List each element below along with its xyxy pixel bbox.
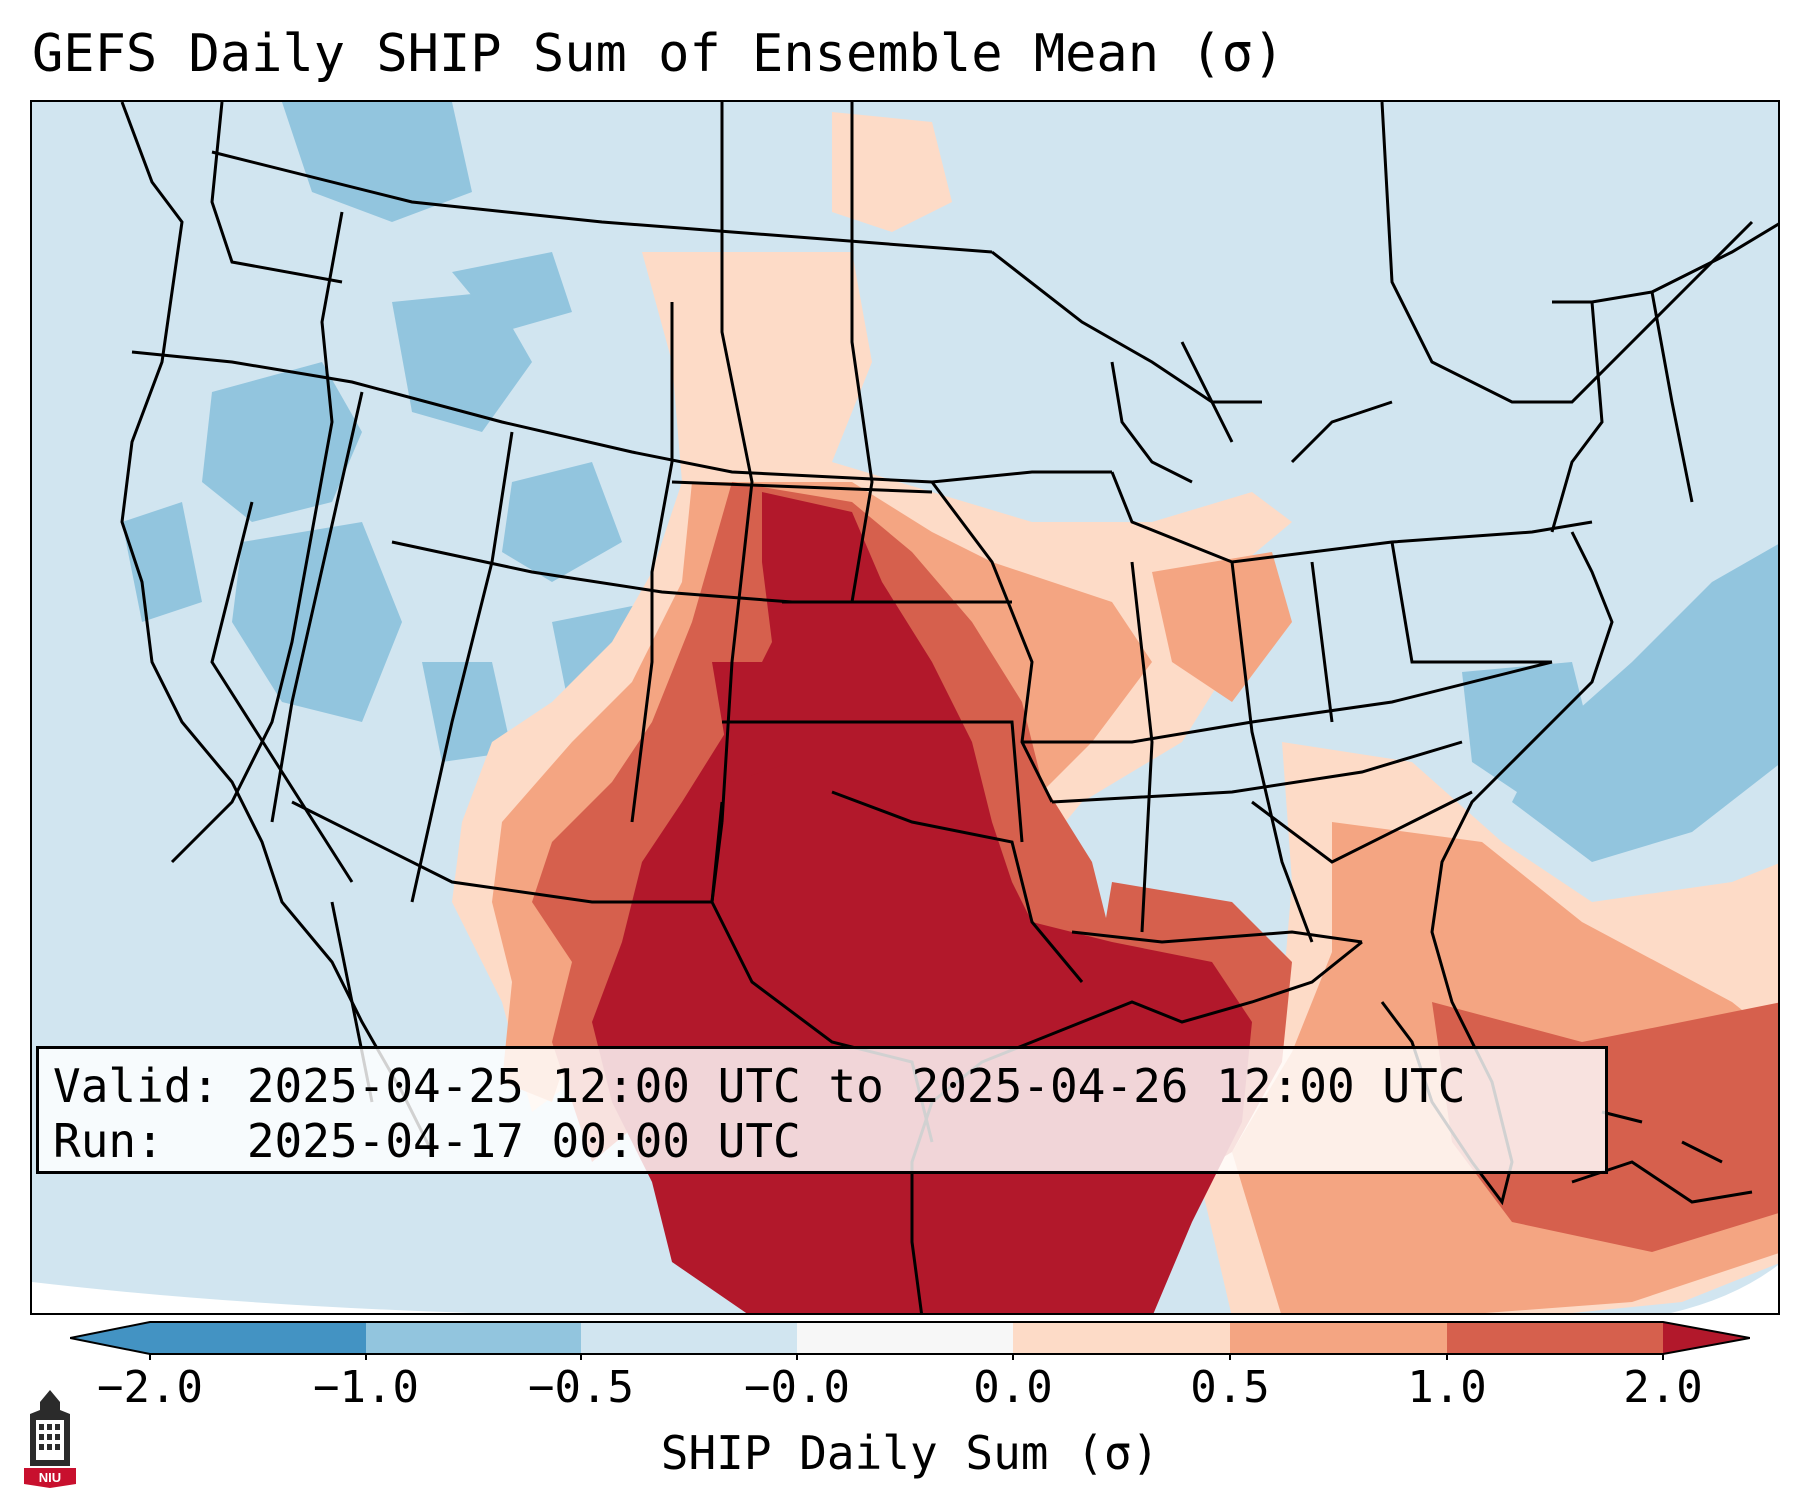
- colorbar-extend-low: [70, 1322, 150, 1354]
- colorbar-segment: [1230, 1322, 1447, 1354]
- colorbar-label: SHIP Daily Sum (σ): [660, 1426, 1160, 1480]
- colorbar-segments: [70, 1321, 1750, 1360]
- colorbar-extend-high: [1663, 1322, 1750, 1354]
- colorbar-segment: [1447, 1322, 1663, 1354]
- valid-run-infobox: Valid: 2025-04-25 12:00 UTC to 2025-04-2…: [36, 1046, 1608, 1174]
- state-boundaries: [120, 102, 1778, 1153]
- colorbar: [70, 1321, 1750, 1360]
- colorbar-tick-label: −1.0: [313, 1362, 419, 1413]
- university-tower-icon: NIU: [24, 1390, 76, 1488]
- run-time-text: Run: 2025-04-17 00:00 UTC: [53, 1114, 801, 1168]
- logo-text: NIU: [39, 1470, 61, 1485]
- colorbar-segment: [581, 1322, 797, 1354]
- colorbar-tick-label: 1.0: [1407, 1362, 1487, 1413]
- map-title: GEFS Daily SHIP Sum of Ensemble Mean (σ): [32, 24, 1285, 84]
- colorbar-segment: [150, 1322, 366, 1354]
- colorbar-tick-label: −0.0: [744, 1362, 850, 1413]
- colorbar-tick-label: −2.0: [97, 1362, 203, 1413]
- colorbar-tick-label: −0.5: [528, 1362, 634, 1413]
- valid-time-text: Valid: 2025-04-25 12:00 UTC to 2025-04-2…: [53, 1059, 1466, 1113]
- colorbar-tick-label: 0.0: [973, 1362, 1053, 1413]
- colorbar-segment: [1013, 1322, 1230, 1354]
- colorbar-tick-label: 0.5: [1190, 1362, 1270, 1413]
- colorbar-segment: [797, 1322, 1013, 1354]
- colorbar-tick-label: 2.0: [1623, 1362, 1703, 1413]
- colorbar-segment: [366, 1322, 581, 1354]
